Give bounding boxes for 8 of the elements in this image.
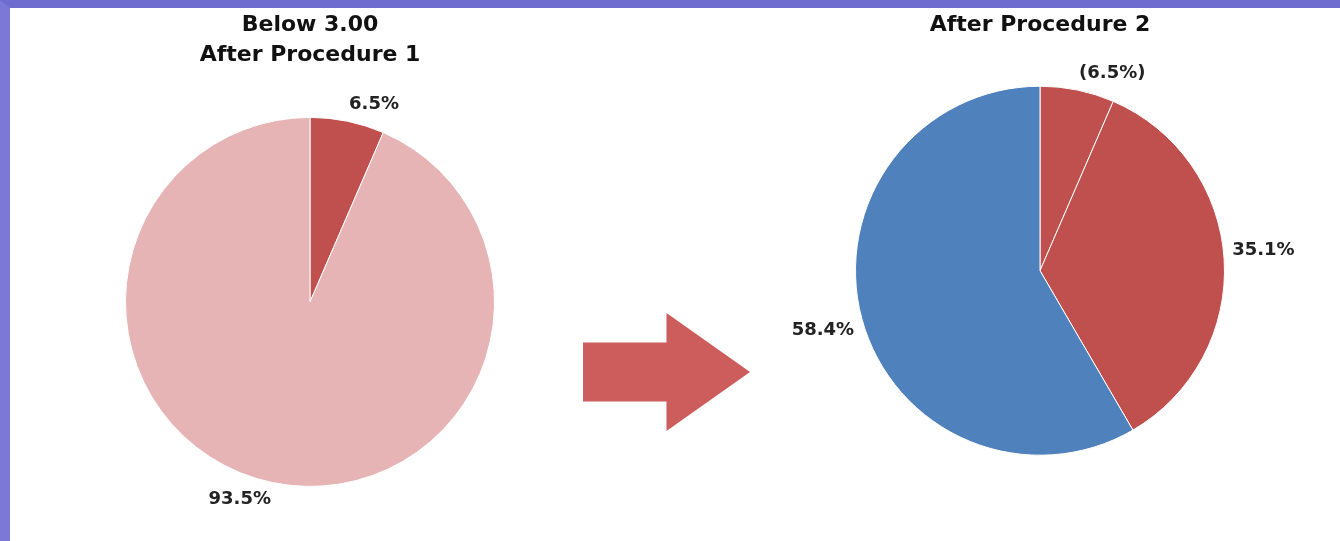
chart-title: Below 3.00 bbox=[241, 10, 379, 36]
data-label: 93.5% bbox=[208, 487, 271, 509]
chart-title: After Procedure 2 bbox=[929, 10, 1151, 36]
data-label: 58.4% bbox=[791, 317, 855, 339]
data-label: 6.5% bbox=[349, 92, 399, 114]
data-label: (6.5%) bbox=[1079, 60, 1146, 82]
data-label: 35.1% bbox=[1232, 237, 1295, 259]
chart-subtitle: After Procedure 1 bbox=[199, 41, 421, 67]
